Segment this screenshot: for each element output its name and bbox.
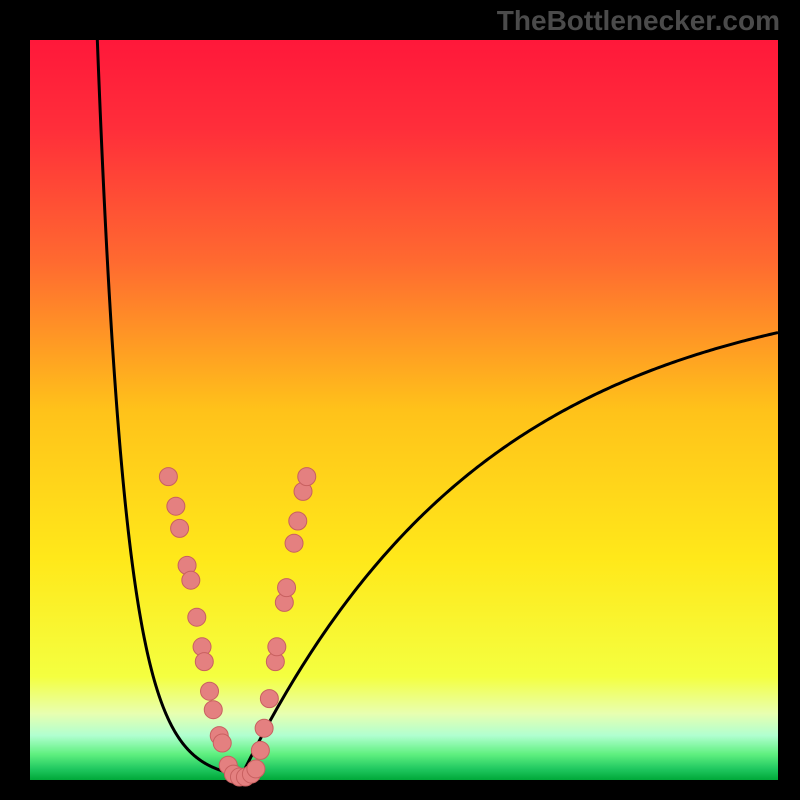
data-marker (268, 638, 286, 656)
data-marker (159, 468, 177, 486)
data-marker (171, 519, 189, 537)
watermark-text: TheBottlenecker.com (497, 5, 780, 36)
data-marker (182, 571, 200, 589)
data-marker (298, 468, 316, 486)
data-marker (204, 701, 222, 719)
data-marker (289, 512, 307, 530)
data-marker (260, 690, 278, 708)
plot-background (30, 40, 778, 780)
data-marker (213, 734, 231, 752)
data-marker (278, 579, 296, 597)
data-marker (195, 653, 213, 671)
data-marker (167, 497, 185, 515)
data-marker (255, 719, 273, 737)
data-marker (247, 760, 265, 778)
bottleneck-chart: TheBottlenecker.com (0, 0, 800, 800)
data-marker (188, 608, 206, 626)
data-marker (251, 741, 269, 759)
data-marker (285, 534, 303, 552)
data-marker (201, 682, 219, 700)
